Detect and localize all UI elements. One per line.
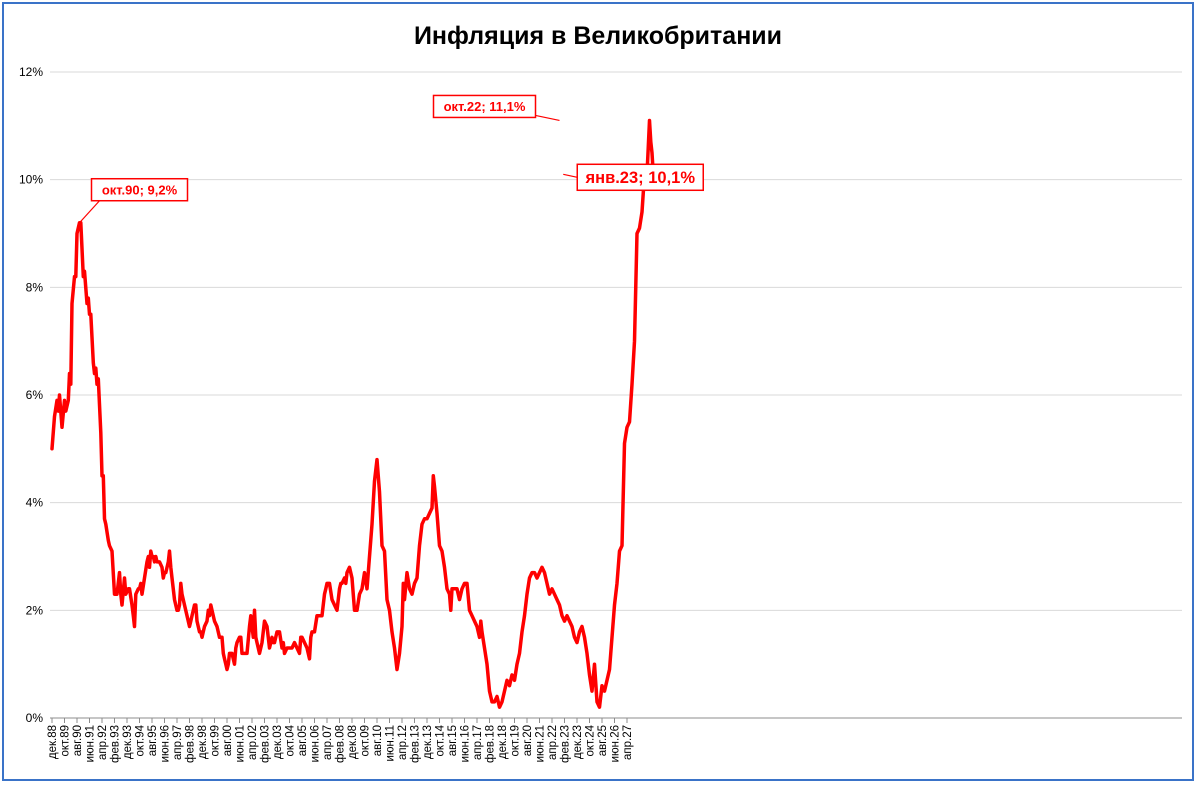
series-line: [50, 118, 656, 709]
x-tick-label: фев.98: [185, 725, 197, 763]
y-tick-label: 8%: [26, 280, 44, 294]
y-tick-label: 6%: [26, 388, 44, 402]
x-tick-label: июн.06: [310, 725, 322, 762]
y-tick-label: 0%: [26, 711, 44, 725]
x-tick-label: авг.10: [372, 725, 384, 756]
data-callout: янв.23; 10,1%: [563, 163, 704, 192]
callout-leader: [535, 114, 560, 122]
x-tick-label: июн.16: [460, 725, 472, 762]
chart-title: Инфляция в Великобритании: [414, 22, 782, 50]
x-tick-label: апр.02: [247, 725, 259, 760]
y-tick-label: 10%: [19, 173, 43, 187]
x-tick-label: апр.17: [472, 725, 484, 760]
y-tick-label: 4%: [26, 496, 44, 510]
x-tick-label: апр.07: [322, 725, 334, 760]
x-tick-label: дек.23: [572, 725, 584, 759]
callout-label: янв.23; 10,1%: [584, 169, 695, 187]
x-tick-label: дек.93: [122, 725, 134, 759]
x-tick-label: авг.05: [297, 725, 309, 756]
callout-label: окт.22; 11,1%: [444, 99, 526, 114]
x-tick-label: дек.18: [497, 725, 509, 759]
x-tick-label: фев.18: [485, 725, 497, 763]
y-tick-label: 12%: [19, 65, 43, 79]
x-tick-label: авг.00: [222, 725, 234, 756]
x-tick-label: окт.04: [285, 724, 297, 756]
callout-box: [90, 177, 189, 202]
x-tick-label: окт.09: [360, 725, 372, 757]
y-tick-label: 2%: [26, 603, 44, 617]
x-tick-label: окт.89: [60, 725, 72, 757]
x-tick-label: фев.08: [335, 725, 347, 763]
x-tick-label: фев.23: [560, 725, 572, 763]
x-tick-label: апр.22: [547, 725, 559, 760]
x-tick-label: авг.90: [72, 725, 84, 756]
x-tick-label: авг.95: [147, 725, 159, 756]
callout-label: окт.90; 9,2%: [102, 182, 178, 197]
x-tick-label: окт.19: [510, 725, 522, 757]
x-tick-label: дек.88: [47, 725, 59, 759]
x-tick-label: дек.13: [422, 725, 434, 759]
x-tick-label: июн.91: [85, 725, 97, 762]
x-tick-label: фев.93: [110, 725, 122, 763]
x-tick-label: апр.92: [97, 725, 109, 760]
x-tick-label: фев.03: [260, 725, 272, 763]
callout-box: [576, 163, 704, 192]
callout-leader: [79, 200, 100, 224]
x-tick-label: окт.24: [585, 724, 597, 756]
x-tick-label: окт.99: [210, 725, 222, 757]
x-tick-label: дек.98: [197, 725, 209, 759]
x-tick-label: апр.12: [397, 725, 409, 760]
x-tick-label: фев.13: [410, 725, 422, 763]
x-tick-label: апр.27: [622, 725, 634, 760]
x-tick-label: авг.20: [522, 725, 534, 756]
x-tick-label: дек.08: [347, 725, 359, 759]
x-tick-label: июн.01: [235, 725, 247, 762]
x-tick-label: июн.11: [385, 725, 397, 762]
x-tick-label: июн.96: [160, 725, 172, 762]
x-tick-label: июн.21: [535, 725, 547, 762]
data-callout: окт.90; 9,2%: [79, 177, 189, 224]
data-callout: окт.22; 11,1%: [432, 94, 560, 122]
x-tick-label: авг.25: [597, 725, 609, 756]
x-tick-label: авг.15: [447, 725, 459, 756]
x-tick-label: апр.97: [172, 725, 184, 760]
x-tick-label: окт.14: [435, 724, 447, 756]
line-chart: Инфляция в Великобритании 0% 2% 4% 6% 8% 10% 1…: [19, 22, 1182, 763]
x-tick-label: июн.26: [610, 725, 622, 762]
x-tick-label: дек.03: [272, 725, 284, 759]
callout-box: [432, 94, 537, 119]
x-tick-label: окт.94: [135, 724, 147, 756]
callout-leader: [563, 173, 578, 178]
